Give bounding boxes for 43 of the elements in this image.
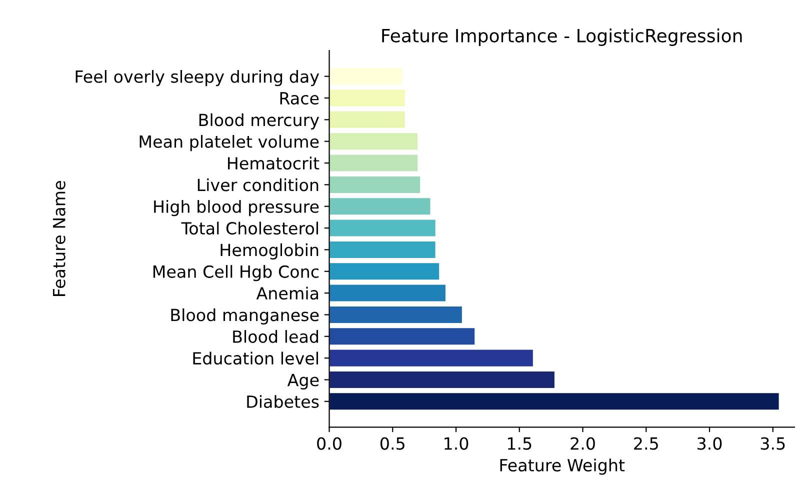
y-tick-label: Education level bbox=[193, 352, 318, 365]
y-tick-label: Feel overly sleepy during day bbox=[76, 70, 320, 86]
y-tick-label: Mean Cell Hgb Conc bbox=[153, 265, 318, 282]
y-tick-label: High blood pressure bbox=[154, 200, 319, 216]
x-tick-label: 3.5 bbox=[760, 437, 785, 450]
x-tick-label: 2.0 bbox=[570, 437, 595, 450]
bar bbox=[329, 154, 418, 172]
y-tick-label: Diabetes bbox=[247, 395, 319, 408]
chart-title: Feature Importance - LogisticRegression bbox=[382, 28, 742, 46]
y-tick-label: Anemia bbox=[256, 286, 318, 300]
x-tick-label: 0.5 bbox=[380, 437, 404, 450]
bar bbox=[329, 110, 406, 129]
x-tick-label: 3.0 bbox=[698, 437, 722, 450]
y-tick-label: Blood mercury bbox=[199, 113, 320, 130]
bar bbox=[329, 348, 534, 368]
bar bbox=[329, 176, 421, 194]
bar bbox=[329, 327, 476, 346]
bar bbox=[329, 67, 404, 86]
x-tick-label: 2.5 bbox=[634, 437, 658, 450]
bar bbox=[329, 306, 463, 324]
x-axis-title: Feature Weight bbox=[500, 458, 625, 475]
bar bbox=[329, 262, 440, 280]
bar bbox=[329, 284, 446, 302]
bar bbox=[329, 392, 780, 410]
y-tick-label: Hematocrit bbox=[228, 156, 320, 170]
y-tick-label: Mean platelet volume bbox=[140, 135, 319, 152]
y-tick-label: Age bbox=[287, 374, 319, 390]
x-tick-label: 1.5 bbox=[508, 437, 532, 450]
bar bbox=[329, 240, 436, 259]
y-tick-label: Total Cholesterol bbox=[181, 222, 318, 235]
bar bbox=[329, 132, 418, 150]
y-tick-label: Blood manganese bbox=[171, 308, 319, 325]
y-tick-label: Hemoglobin bbox=[220, 243, 318, 260]
bar bbox=[329, 370, 556, 389]
x-tick-label: 0.0 bbox=[317, 437, 342, 450]
y-tick-label: Liver condition bbox=[198, 178, 318, 192]
y-tick-label: Race bbox=[280, 92, 319, 105]
bar bbox=[329, 88, 406, 108]
bar bbox=[329, 197, 432, 216]
x-tick-label: 1.0 bbox=[444, 437, 468, 450]
y-tick-label: Blood lead bbox=[233, 330, 318, 343]
y-axis-title: Feature Name bbox=[53, 181, 66, 296]
bar bbox=[329, 218, 436, 238]
